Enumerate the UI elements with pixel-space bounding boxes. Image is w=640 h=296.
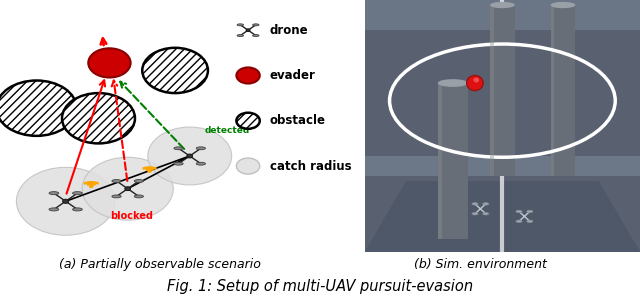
Ellipse shape — [72, 192, 83, 195]
Ellipse shape — [490, 2, 515, 8]
Circle shape — [236, 158, 260, 174]
Text: catch radius: catch radius — [270, 160, 351, 173]
Circle shape — [246, 29, 250, 32]
Circle shape — [474, 78, 479, 83]
Circle shape — [82, 157, 173, 220]
Circle shape — [467, 75, 483, 91]
Ellipse shape — [134, 195, 143, 198]
Ellipse shape — [196, 162, 205, 165]
Ellipse shape — [72, 208, 83, 211]
Ellipse shape — [174, 162, 183, 165]
Ellipse shape — [237, 24, 244, 26]
FancyBboxPatch shape — [550, 5, 575, 176]
Text: blocked: blocked — [110, 211, 153, 221]
Circle shape — [17, 167, 115, 235]
Circle shape — [0, 81, 77, 136]
Circle shape — [236, 113, 260, 129]
Circle shape — [62, 93, 135, 144]
Circle shape — [148, 170, 151, 172]
Ellipse shape — [253, 24, 259, 26]
FancyBboxPatch shape — [490, 5, 515, 176]
FancyBboxPatch shape — [438, 83, 468, 239]
Circle shape — [88, 48, 131, 78]
Ellipse shape — [112, 195, 121, 198]
Ellipse shape — [438, 79, 468, 87]
Text: (a) Partially observable scenario: (a) Partially observable scenario — [59, 258, 261, 271]
Text: obstacle: obstacle — [270, 114, 326, 127]
Bar — [365, 156, 640, 176]
Text: evader: evader — [270, 69, 316, 82]
Circle shape — [236, 67, 260, 83]
Text: Fig. 1: Setup of multi-UAV pursuit-evasion: Fig. 1: Setup of multi-UAV pursuit-evasi… — [167, 279, 473, 294]
Ellipse shape — [472, 213, 478, 215]
Bar — [550, 5, 554, 176]
Bar — [365, 0, 640, 30]
Polygon shape — [365, 181, 640, 252]
Ellipse shape — [516, 220, 522, 223]
Ellipse shape — [112, 180, 121, 182]
Ellipse shape — [134, 180, 143, 182]
Ellipse shape — [49, 192, 59, 195]
Ellipse shape — [472, 203, 478, 205]
Bar — [490, 5, 493, 176]
Text: drone: drone — [270, 24, 308, 37]
Bar — [438, 83, 442, 239]
Ellipse shape — [527, 210, 533, 213]
Ellipse shape — [196, 147, 205, 150]
Ellipse shape — [253, 35, 259, 36]
Ellipse shape — [527, 220, 533, 223]
Ellipse shape — [483, 203, 489, 205]
Ellipse shape — [49, 208, 59, 211]
Circle shape — [90, 185, 93, 187]
Circle shape — [148, 127, 232, 185]
Circle shape — [187, 154, 193, 158]
Ellipse shape — [237, 35, 244, 36]
Circle shape — [125, 187, 131, 191]
Ellipse shape — [516, 210, 522, 213]
Text: (b) Sim. environment: (b) Sim. environment — [413, 258, 547, 271]
Text: detected: detected — [204, 126, 250, 135]
Ellipse shape — [483, 213, 489, 215]
Circle shape — [142, 48, 208, 93]
Ellipse shape — [550, 2, 575, 8]
Circle shape — [63, 199, 68, 203]
Ellipse shape — [174, 147, 183, 150]
